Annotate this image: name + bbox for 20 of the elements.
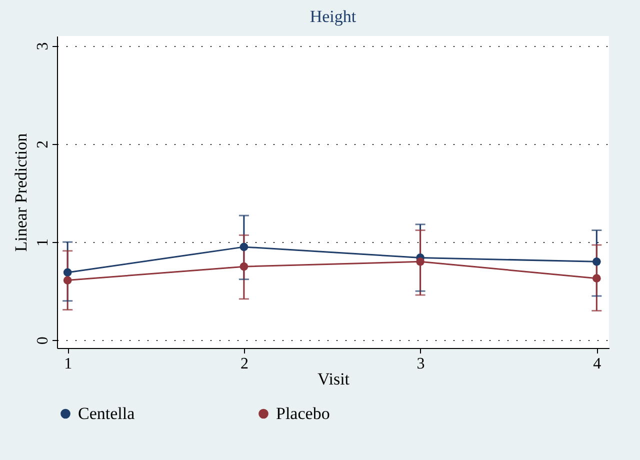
legend-label: Centella [78, 404, 136, 423]
chart-title: Height [310, 7, 356, 26]
point [63, 268, 72, 277]
point [592, 274, 601, 283]
x-tick-label: 3 [416, 356, 425, 372]
point [240, 242, 248, 252]
y-tick-label: 3 [34, 42, 52, 50]
y-tick-label: 1 [34, 238, 52, 247]
legend-label: Placebo [276, 404, 330, 423]
x-tick-label: 4 [593, 356, 602, 372]
y-axis-title: Linear Prediction [12, 132, 30, 252]
point [416, 257, 424, 266]
y-tick-label: 2 [34, 140, 52, 148]
y-tick-label: 0 [34, 336, 52, 345]
x-tick-label: 1 [64, 356, 72, 372]
point [592, 257, 601, 266]
point [240, 262, 248, 271]
point [63, 276, 72, 284]
x-axis-title: Visit [317, 370, 350, 388]
x-tick-label: 2 [240, 356, 248, 372]
